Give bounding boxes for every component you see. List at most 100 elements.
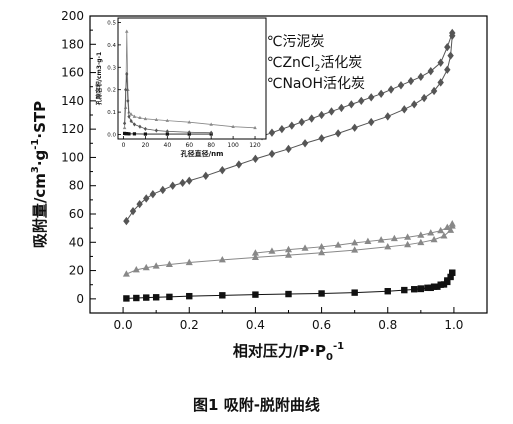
data-point-adsorption [179, 178, 186, 188]
series-2 [123, 28, 456, 226]
data-point-adsorption [384, 242, 392, 250]
data-point-desorption [334, 241, 342, 248]
data-point-adsorption [351, 123, 358, 132]
data-point-desorption [407, 76, 415, 86]
data-point-adsorption [186, 176, 193, 185]
main-chart: 0.0 0.2 0.4 0.6 0.8 1.00204060801001201401601… [30, 9, 488, 363]
data-point-adsorption [384, 112, 391, 121]
data-point-adsorption [252, 291, 259, 298]
data-point-desorption [268, 128, 276, 137]
data-point-adsorption [318, 290, 325, 297]
inset-data-point [132, 132, 137, 136]
data-point-desorption [404, 233, 412, 240]
data-point-desorption [318, 110, 325, 120]
data-point-desorption [449, 28, 456, 38]
inset-data-point [154, 128, 158, 133]
inset-data-point [165, 129, 169, 134]
data-point-adsorption [123, 295, 130, 302]
inset-data-point [187, 130, 191, 135]
data-point-adsorption [301, 139, 309, 148]
data-point-desorption [364, 237, 372, 244]
inset-x-tick-label: 120 [249, 142, 261, 149]
data-point-adsorption [149, 190, 157, 199]
data-point-adsorption [444, 65, 451, 74]
data-point-desorption [338, 103, 345, 113]
inset-y-tick-label: 0.4 [107, 43, 116, 49]
data-point-adsorption [351, 246, 359, 253]
data-point-adsorption [334, 129, 342, 138]
inset-data-point [125, 132, 129, 136]
data-point-desorption [328, 107, 335, 116]
inset-data-point [138, 115, 142, 119]
y-tick-label: 160 [61, 66, 84, 80]
data-point-adsorption [404, 240, 412, 248]
data-point-desorption [351, 239, 359, 246]
data-point-desorption [358, 96, 365, 106]
legend-label-sub: 2 [315, 64, 321, 74]
inset-y-axis-label: 孔隙容积/cm3·g-1 [95, 52, 103, 105]
inset-data-point [126, 87, 130, 91]
inset-data-point [127, 114, 131, 119]
data-point-desorption [417, 231, 425, 238]
data-point-desorption [448, 220, 456, 227]
data-point-desorption [251, 249, 259, 256]
data-point-desorption [424, 284, 431, 292]
inset-y-tick-label: 0.2 [107, 88, 116, 94]
x-tick-label: 0.6 [312, 318, 331, 332]
data-point-adsorption [437, 78, 444, 87]
data-point-adsorption [417, 238, 425, 246]
inset-chart: 0 20 40 60 80 100 120 0.0 0.1 0.2 0.3 0.4 0.5 孔径直径/nm… [95, 17, 267, 158]
data-point-adsorption [129, 207, 137, 216]
inset-x-tick-label: 100 [227, 142, 239, 149]
inset-data-point [126, 98, 130, 103]
series-line-desorption [255, 223, 453, 254]
data-point-adsorption [251, 253, 259, 260]
inset-data-point [129, 118, 133, 124]
data-point-adsorption [430, 86, 438, 96]
data-point-adsorption [384, 288, 391, 295]
inset-data-point [143, 132, 148, 136]
data-point-adsorption [420, 93, 428, 103]
inset-data-point [138, 124, 142, 129]
inset-data-point [122, 125, 127, 130]
inset-data-point [122, 121, 127, 126]
data-point-desorption [411, 286, 418, 293]
inset-data-point [127, 132, 131, 136]
data-point-adsorption [440, 232, 448, 239]
x-axis-label-main: 相对压力/P·P [233, 342, 326, 360]
y-axis-label-mid: ·g [31, 150, 49, 166]
data-point-adsorption [285, 144, 292, 154]
data-point-desorption [348, 100, 355, 109]
data-point-desorption [284, 245, 293, 253]
x-tick-label: 0.8 [378, 318, 397, 332]
y-tick-label: 40 [69, 235, 84, 249]
data-point-adsorption [401, 286, 408, 294]
data-point-desorption [444, 42, 451, 52]
data-point-desorption [298, 117, 305, 127]
inset-x-tick-label: 40 [164, 142, 172, 149]
inset-data-point [124, 87, 128, 92]
x-tick-label: 0.4 [246, 318, 265, 332]
y-tick-label: 180 [61, 37, 84, 51]
data-point-adsorption [218, 255, 226, 263]
data-point-desorption [449, 269, 456, 276]
data-point-adsorption [411, 100, 418, 109]
inset-data-point [132, 114, 137, 118]
inset-data-point [132, 122, 137, 127]
inset-y-tick-label: 0.3 [107, 65, 116, 71]
data-point-adsorption [447, 51, 454, 60]
data-point-adsorption [143, 194, 150, 203]
data-point-adsorption [235, 160, 243, 169]
y-tick-label: 0 [76, 292, 84, 306]
y-tick-label: 140 [61, 94, 84, 108]
inset-x-tick-label: 20 [142, 142, 150, 149]
x-axis-label-sup: -1 [333, 341, 344, 352]
inset-data-point [209, 122, 213, 126]
inset-data-point [129, 112, 133, 116]
y-tick-label: 80 [69, 179, 84, 193]
inset-data-point [231, 124, 235, 128]
data-point-adsorption [166, 293, 173, 301]
data-point-desorption [427, 229, 435, 236]
x-tick-label: 0.0 [114, 318, 133, 332]
